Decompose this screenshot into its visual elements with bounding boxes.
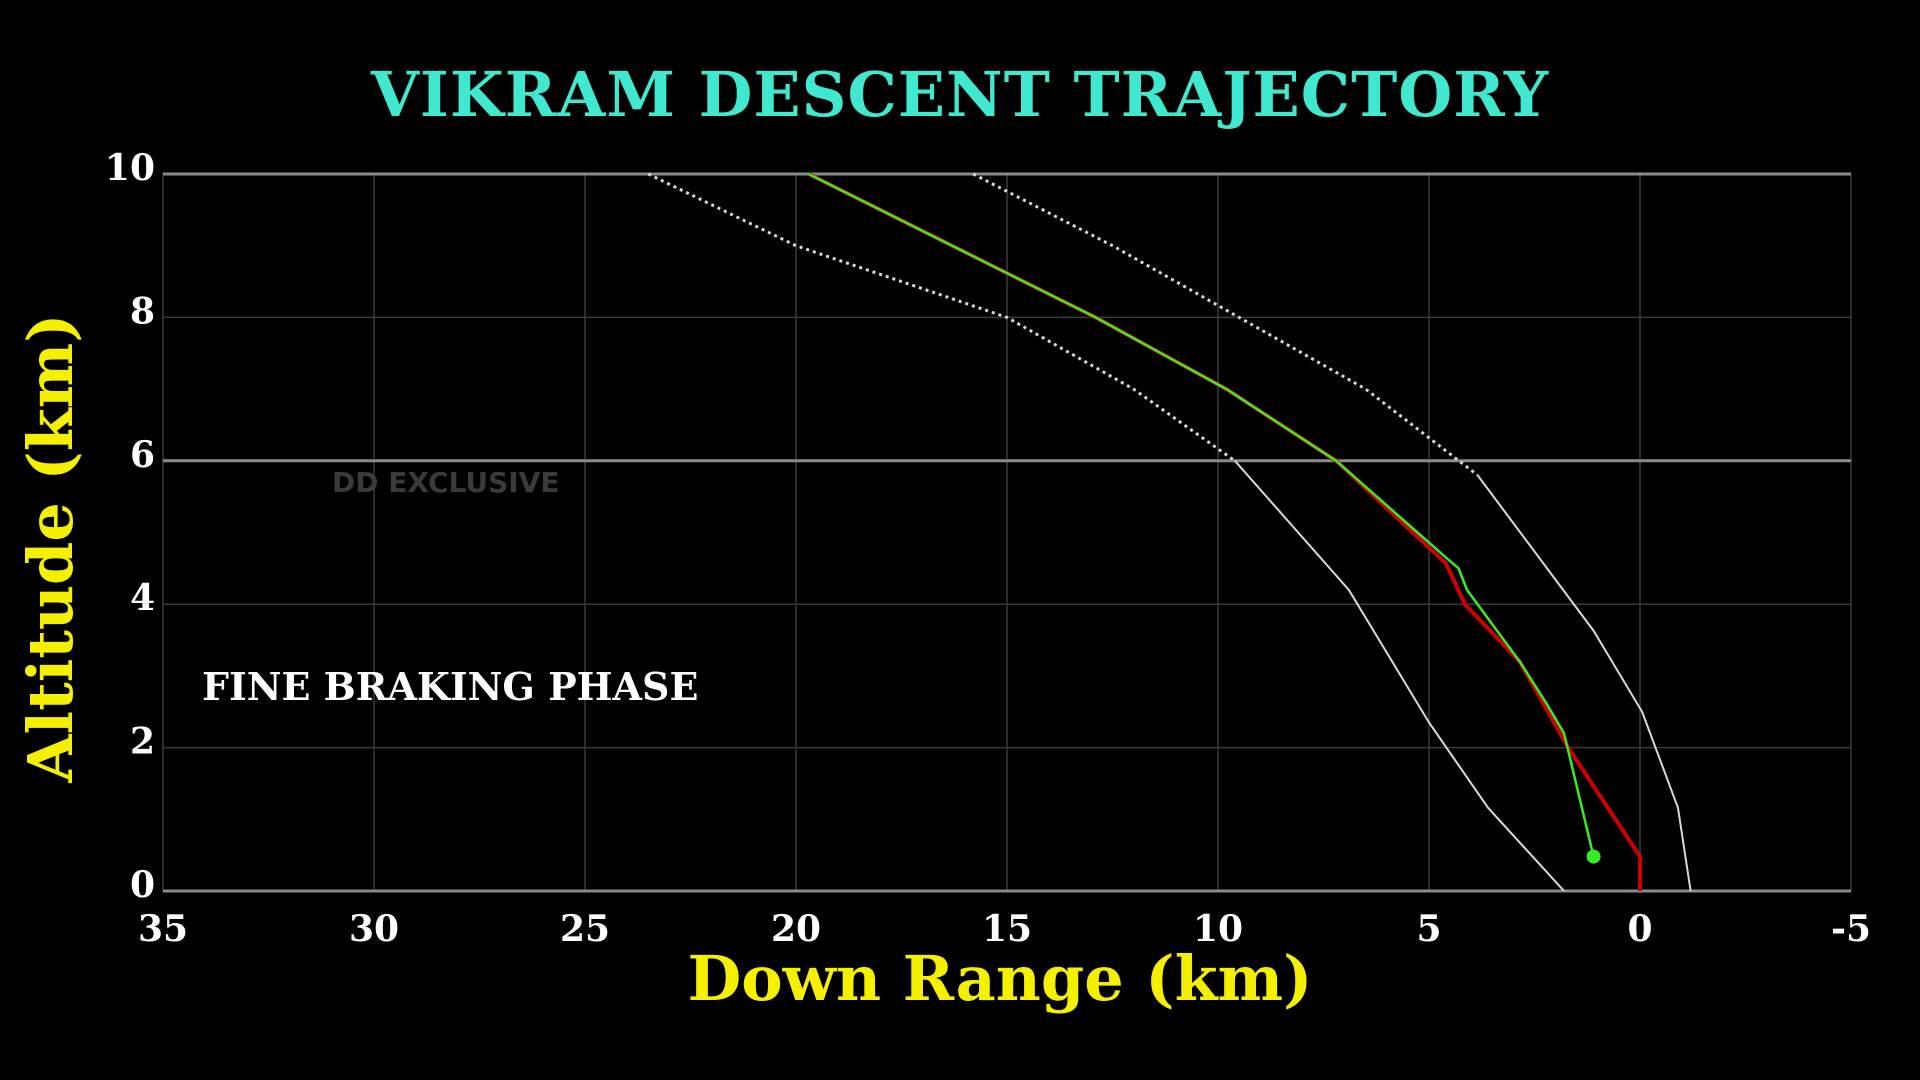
planned-trajectory-line (807, 172, 1642, 891)
lander-position-marker (1586, 849, 1601, 864)
y-tick-label: 4 (130, 577, 155, 619)
x-tick-label: 15 (982, 908, 1032, 950)
grid (162, 172, 1852, 893)
x-tick-label: 10 (1193, 908, 1243, 950)
y-tick-label: 0 (130, 864, 155, 906)
bound-line-dotted-0 (647, 172, 1236, 463)
bound-line-dotted-1 (972, 172, 1479, 477)
x-tick-label: -5 (1831, 908, 1871, 950)
x-tick-label: 25 (560, 908, 610, 950)
x-axis-label: Down Range (km) (688, 942, 1313, 1015)
bound-line-solid-1 (1476, 474, 1692, 892)
series-group (647, 172, 1692, 892)
y-tick-label: 10 (105, 147, 155, 189)
bound-line-solid-0 (1234, 460, 1565, 892)
actual-trajectory-line (808, 172, 1595, 857)
y-tick-label: 2 (130, 721, 155, 763)
y-tick-label: 6 (130, 434, 155, 476)
phase-annotation: FINE BRAKING PHASE (202, 664, 698, 709)
tick-labels: 35 30 25 20 15 10 5 0 -5 0 2 4 6 8 10 (105, 147, 1871, 950)
x-tick-label: 35 (138, 908, 188, 950)
y-tick-label: 8 (130, 290, 155, 332)
chart-title: VIKRAM DESCENT TRAJECTORY (370, 58, 1550, 131)
x-tick-label: 20 (771, 908, 821, 950)
y-axis-label: Altitude (km) (14, 313, 87, 783)
x-tick-label: 0 (1627, 908, 1652, 950)
x-tick-label: 5 (1416, 908, 1441, 950)
watermark: DD EXCLUSIVE (332, 466, 559, 499)
x-tick-label: 30 (349, 908, 399, 950)
